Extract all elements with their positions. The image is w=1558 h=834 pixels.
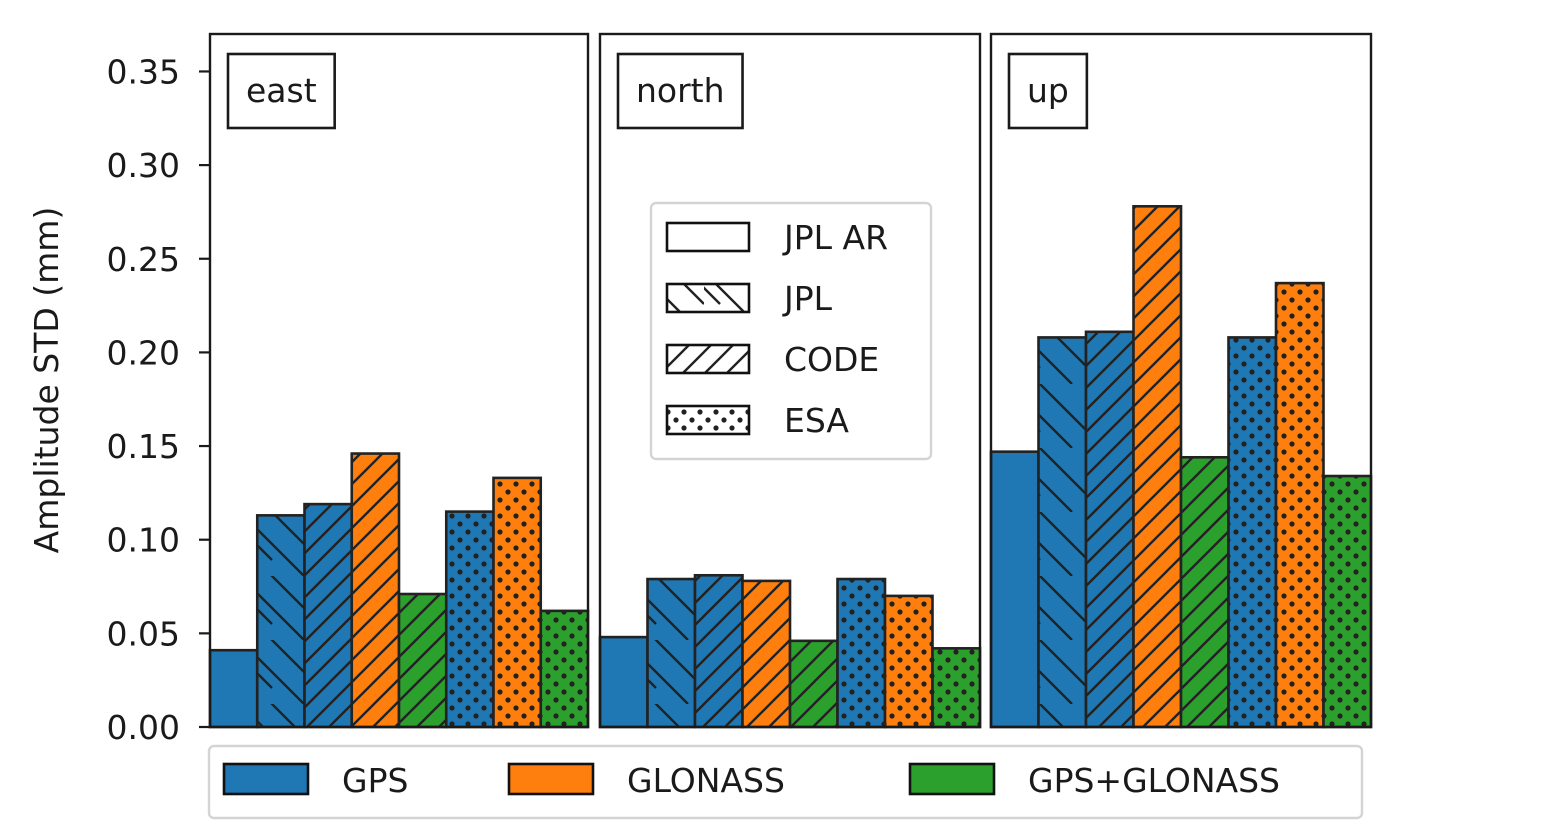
bar-hatch — [1181, 457, 1229, 727]
panel-frame — [598, 32, 982, 729]
bar-hatch — [885, 595, 933, 727]
bar-hatch — [540, 610, 588, 727]
bar-hatch — [493, 477, 541, 727]
bar-hatch — [790, 640, 838, 727]
bar — [991, 451, 1039, 727]
bar-hatch — [1133, 206, 1181, 728]
legend-swatch — [665, 404, 751, 436]
bar-hatch — [446, 511, 494, 727]
legend-swatch — [665, 221, 751, 253]
bar-hatch — [1228, 337, 1276, 727]
panel-east: east — [208, 32, 590, 729]
y-tick-label: 0.00 — [107, 708, 180, 747]
panel-label: east — [246, 71, 317, 110]
panel-label-box — [1007, 52, 1089, 130]
bar — [210, 650, 258, 727]
panel-frame — [989, 32, 1373, 729]
bar-hatch — [695, 575, 743, 727]
bar-hatch — [647, 579, 695, 727]
legend-frame — [649, 201, 933, 461]
panel-label-box — [616, 52, 744, 130]
y-tick-label: 0.20 — [107, 333, 180, 372]
bar-hatch — [1038, 337, 1086, 727]
panel-label-box — [226, 52, 336, 130]
legend-entry-label: GPS — [342, 761, 408, 800]
panel-up: up — [989, 32, 1373, 729]
legend-swatch — [507, 762, 595, 796]
legend-swatch-hatch — [667, 406, 749, 434]
bar-hatch — [742, 580, 790, 727]
legend-swatch — [908, 762, 996, 796]
legend-swatch — [665, 343, 751, 375]
bar-hatch — [1086, 331, 1134, 727]
legend-entry-label: GPS+GLONASS — [1028, 761, 1280, 800]
bar-hatch — [1323, 476, 1371, 727]
y-tick-label: 0.10 — [107, 521, 180, 560]
panel-frame — [208, 32, 590, 729]
bar-hatch — [932, 648, 980, 727]
bar-hatch — [257, 515, 305, 727]
panel-north: north — [598, 32, 982, 729]
bar — [600, 637, 648, 727]
y-tick-label: 0.15 — [107, 427, 180, 466]
y-tick-label: 0.30 — [107, 146, 180, 185]
bar-hatch — [1276, 283, 1324, 727]
y-tick-label: 0.05 — [107, 614, 180, 653]
system-legend: GPS GLONASS GPS+GLONASS — [207, 744, 1364, 820]
legend-swatch-hatch — [667, 284, 749, 312]
legend-frame — [207, 744, 1364, 820]
legend-entry-label: ESA — [784, 401, 849, 440]
y-tick-label: 0.25 — [107, 240, 180, 279]
legend-swatch — [665, 282, 751, 314]
plot-area: 0.00 0.05 0.10 0.15 0.20 0.25 0.30 0.35 east nort… — [107, 32, 1373, 820]
legend-entry-label: CODE — [784, 340, 879, 379]
panel-label: north — [636, 71, 725, 110]
panel-label: up — [1027, 71, 1069, 110]
legend-entry-label: JPL AR — [782, 218, 888, 257]
solution-legend: JPL AR JPL CODE ESA — [649, 201, 933, 461]
bar-hatch — [837, 579, 885, 727]
bar-hatch — [304, 504, 352, 727]
legend-entry-label: JPL — [782, 279, 833, 318]
legend-swatch-hatch — [667, 345, 749, 373]
y-axis-label: Amplitude STD (mm) — [27, 207, 66, 554]
y-tick-label: 0.35 — [107, 52, 180, 91]
legend-entry-label: GLONASS — [627, 761, 785, 800]
legend-swatch-bg — [667, 223, 749, 251]
bar-hatch — [399, 594, 447, 727]
bar-hatch — [351, 453, 399, 727]
legend-swatch — [222, 762, 310, 796]
